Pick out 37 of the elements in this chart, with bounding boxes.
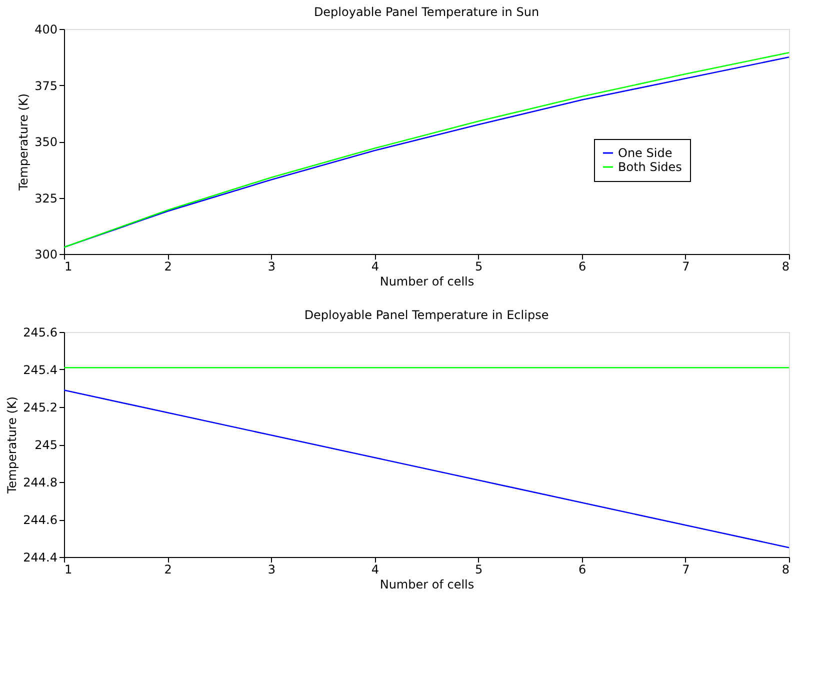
x-tick-label: 8 bbox=[782, 260, 790, 274]
y-tick-label: 245.2 bbox=[23, 400, 58, 414]
y-tick-label: 325 bbox=[34, 191, 58, 206]
line-series bbox=[63, 389, 790, 548]
y-tick-label: 244.6 bbox=[23, 513, 58, 527]
x-tick-label: 1 bbox=[64, 260, 72, 274]
y-tick-label: 300 bbox=[34, 248, 58, 262]
x-tick-label: 2 bbox=[164, 260, 172, 274]
y-tick-label: 375 bbox=[34, 78, 58, 93]
legend-label: Both Sides bbox=[618, 160, 682, 174]
y-tick-label: 245.6 bbox=[23, 326, 58, 340]
y-axis-title: Temperature (K) bbox=[16, 93, 31, 192]
x-tick-label: 6 bbox=[578, 562, 586, 576]
y-tick-label: 245.4 bbox=[23, 363, 58, 377]
y-tick-label: 245 bbox=[34, 438, 58, 452]
x-tick-label: 5 bbox=[474, 562, 483, 576]
chart-title: Deployable Panel Temperature in Sun bbox=[314, 5, 540, 19]
x-tick-label: 7 bbox=[682, 260, 690, 274]
y-tick-label: 400 bbox=[34, 22, 58, 36]
x-tick-label: 3 bbox=[268, 260, 276, 274]
x-tick-label: 6 bbox=[578, 260, 586, 274]
x-tick-label: 3 bbox=[268, 562, 276, 576]
y-tick-label: 244.4 bbox=[23, 550, 58, 564]
y-tick-label: 244.8 bbox=[23, 476, 58, 490]
x-axis-title: Number of cells bbox=[380, 274, 474, 288]
chart-title: Deployable Panel Temperature in Eclipse bbox=[304, 308, 549, 322]
y-axis-title: Temperature (K) bbox=[5, 396, 20, 495]
x-tick-label: 2 bbox=[164, 562, 172, 576]
x-tick-label: 4 bbox=[371, 562, 380, 576]
x-tick-label: 5 bbox=[474, 260, 483, 274]
x-tick-label: 1 bbox=[64, 562, 72, 576]
legend-label: One Side bbox=[618, 146, 672, 160]
x-axis-title: Number of cells bbox=[380, 578, 474, 592]
y-tick-label: 350 bbox=[34, 135, 58, 149]
x-tick-label: 4 bbox=[371, 260, 380, 274]
x-tick-label: 7 bbox=[682, 562, 690, 576]
x-tick-label: 8 bbox=[782, 562, 790, 576]
